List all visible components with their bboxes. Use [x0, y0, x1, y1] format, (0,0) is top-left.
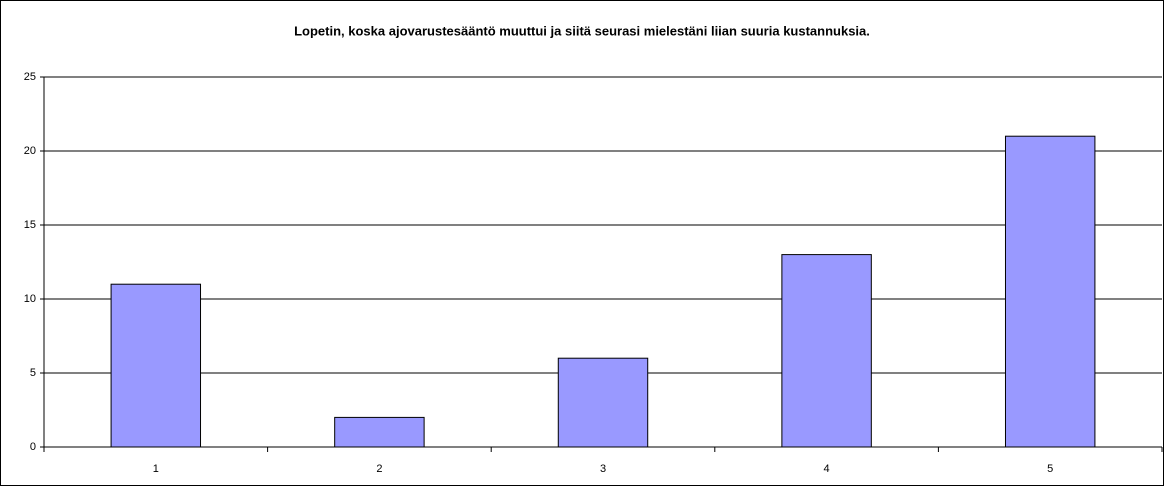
bar	[557, 357, 649, 448]
bar	[781, 254, 872, 448]
y-tick-label: 20	[24, 145, 36, 157]
x-tick-label: 1	[153, 463, 159, 475]
y-tick-label: 25	[24, 71, 36, 83]
bar	[1004, 135, 1096, 448]
y-tick-label: 0	[30, 441, 36, 453]
x-tick-label: 5	[1047, 463, 1053, 475]
y-tick-label: 15	[24, 219, 36, 231]
y-tick-label: 10	[24, 293, 36, 305]
x-tick-label: 3	[600, 463, 606, 475]
bar	[334, 416, 425, 448]
chart-title: Lopetin, koska ajovarustesääntö muuttui …	[294, 23, 870, 38]
x-tick-label: 2	[376, 463, 382, 475]
y-tick-label: 5	[30, 367, 36, 379]
bar	[110, 283, 202, 448]
x-tick-label: 4	[824, 463, 830, 475]
